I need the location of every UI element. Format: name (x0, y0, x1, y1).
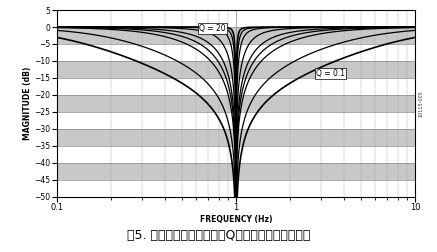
Text: Q = 0.1: Q = 0.1 (316, 69, 345, 78)
Text: 10115-005: 10115-005 (419, 90, 424, 117)
Y-axis label: MAGNITUDE (dB): MAGNITUDE (dB) (23, 67, 31, 140)
Bar (57, 129, 415, 146)
X-axis label: FREQUENCY (Hz): FREQUENCY (Hz) (200, 215, 272, 224)
Bar (57, 95, 415, 112)
Bar (57, 163, 415, 180)
Bar (57, 27, 415, 44)
Text: 图5. 陷波滤波器宽度与各种Q值下的频率之间的关系: 图5. 陷波滤波器宽度与各种Q值下的频率之间的关系 (127, 229, 310, 242)
Text: Q = 20: Q = 20 (199, 24, 225, 33)
Bar (57, 61, 415, 78)
